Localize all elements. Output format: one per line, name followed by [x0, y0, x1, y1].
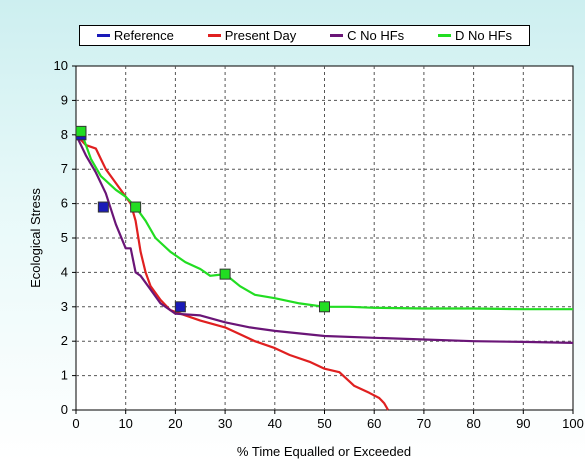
x-tick-label: 100	[562, 416, 584, 431]
marker-reference	[174, 301, 186, 313]
x-tick-label: 90	[516, 416, 530, 431]
legend-label-c-no-hfs: C No HFs	[347, 28, 405, 43]
marker-d-no-hfs	[319, 301, 330, 313]
y-tick-label: 2	[61, 333, 68, 348]
y-tick-label: 8	[61, 127, 68, 142]
y-tick-label: 9	[61, 92, 68, 107]
y-tick-label: 6	[61, 196, 68, 211]
series-line-d-no-hfs	[79, 131, 573, 311]
x-tick-label: 50	[317, 416, 331, 431]
legend-swatch-present-day	[207, 34, 221, 37]
x-tick-label: 80	[466, 416, 480, 431]
x-tick-label: 20	[168, 416, 182, 431]
legend-label-present-day: Present Day	[224, 28, 297, 43]
y-tick-label: 4	[61, 264, 68, 279]
legend-item-reference: Reference	[96, 28, 174, 43]
legend-swatch-d-no-hfs	[437, 34, 451, 37]
legend-label-reference: Reference	[113, 28, 174, 43]
legend-item-c-no-hfs: C No HFs	[330, 28, 404, 43]
x-tick-label: 60	[367, 416, 381, 431]
x-tick-label: 40	[268, 416, 282, 431]
y-tick-label: 10	[54, 58, 68, 73]
x-tick-label: 10	[118, 416, 132, 431]
x-tick-label: 30	[218, 416, 232, 431]
y-tick-label: 1	[61, 368, 68, 383]
marker-d-no-hfs	[130, 201, 142, 213]
series-line-c-no-hfs	[75, 134, 574, 344]
x-tick-label: 0	[72, 416, 79, 431]
legend: Reference Present Day C No HFs D No HFs	[79, 25, 530, 46]
marker-d-no-hfs	[75, 125, 87, 137]
legend-item-d-no-hfs: D No HFs	[437, 28, 513, 43]
x-axis-label: % Time Equalled or Exceeded	[237, 444, 411, 459]
y-tick-label: 7	[61, 161, 68, 176]
legend-swatch-reference	[96, 34, 110, 37]
legend-swatch-c-no-hfs	[330, 34, 344, 37]
y-tick-label: 0	[61, 402, 68, 417]
marker-d-no-hfs	[219, 268, 231, 280]
x-tick-label: 70	[417, 416, 431, 431]
y-tick-label: 3	[61, 299, 68, 314]
y-axis-label: Ecological Stress	[28, 188, 43, 288]
series-layer	[75, 131, 574, 411]
tick-labels: 0 10 20 30 40 50 60 70 80 90 100 0 1 2 3 4 5 6 7 8 9 10	[54, 58, 584, 431]
legend-item-present-day: Present Day	[207, 28, 297, 43]
marker-reference	[97, 201, 109, 213]
marker-layer	[75, 125, 330, 313]
legend-label-d-no-hfs: D No HFs	[454, 28, 513, 43]
y-tick-label: 5	[61, 230, 68, 245]
